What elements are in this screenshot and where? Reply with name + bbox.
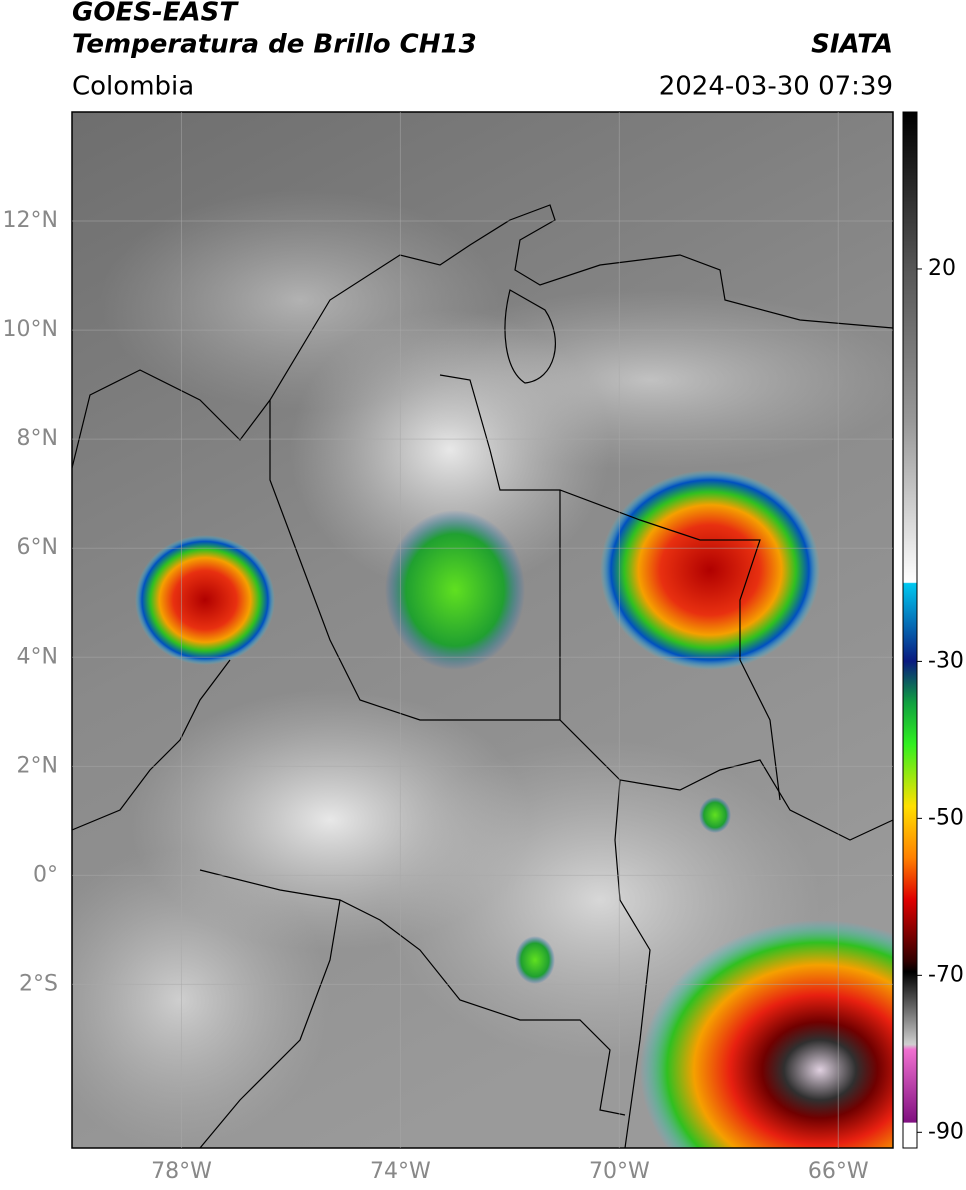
lat-tick-label: 8°N <box>17 426 58 451</box>
lon-tick-label: 66°W <box>808 1159 869 1184</box>
lon-tick-label: 78°W <box>151 1159 212 1184</box>
region: Colombia <box>72 72 194 102</box>
lat-tick-label: 2°N <box>17 753 58 778</box>
lon-tick-label: 74°W <box>370 1159 431 1184</box>
lat-tick-label: 6°N <box>17 535 58 560</box>
datetime: 2024-03-30 07:39 <box>659 72 893 102</box>
product: Temperatura de Brillo CH13 <box>72 30 477 60</box>
colorbar-tick-label: 20 <box>928 256 956 281</box>
colorbar-tick-label: -90 <box>928 1119 964 1144</box>
lat-tick-label: 0° <box>33 862 58 887</box>
lat-tick-label: 2°S <box>19 971 58 996</box>
lon-tick-label: 70°W <box>589 1159 650 1184</box>
colorbar-tick-label: -30 <box>928 648 964 673</box>
satellite: GOES-EAST <box>72 0 239 28</box>
source: SIATA <box>811 30 893 60</box>
colorbar <box>902 111 918 1149</box>
lat-tick-label: 10°N <box>3 317 58 342</box>
map-image <box>72 112 893 1148</box>
colorbar-tick-label: -70 <box>928 962 964 987</box>
lat-tick-label: 4°N <box>17 644 58 669</box>
lat-tick-label: 12°N <box>3 208 58 233</box>
colorbar-tick-label: -50 <box>928 805 964 830</box>
map-frame <box>71 111 894 1149</box>
